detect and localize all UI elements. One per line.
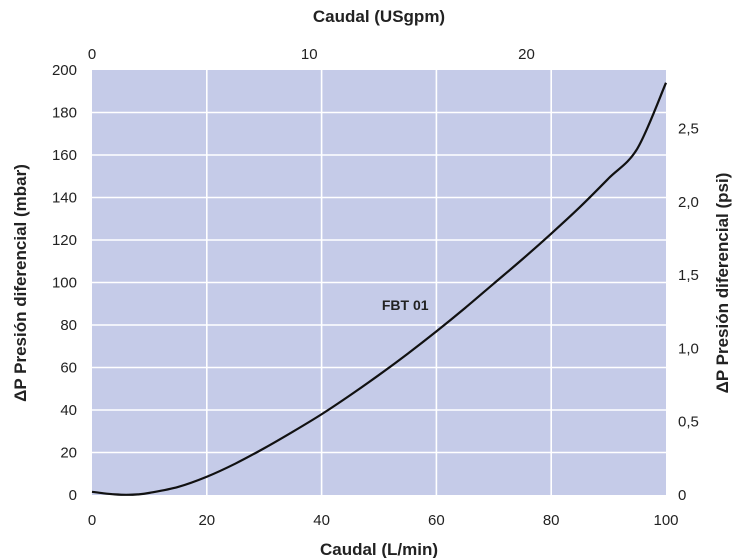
- x-top-tick-label: 20: [518, 46, 535, 63]
- y-axis-title-right: ΔP Presión diferencial (psi): [713, 173, 732, 394]
- x-top-tick-label: 10: [301, 46, 318, 63]
- y-tick-label: 160: [52, 147, 77, 164]
- x-top-tick-label: 0: [88, 46, 96, 63]
- x-tick-label: 40: [313, 512, 330, 529]
- x-tick-label: 60: [428, 512, 445, 529]
- series-line-fbt01: [91, 82, 668, 496]
- x-axis-title-top: Caudal (USgpm): [313, 7, 445, 26]
- y-tick-label: 0: [69, 487, 77, 504]
- y-tick-label: 140: [52, 190, 77, 207]
- x-tick-label: 80: [543, 512, 560, 529]
- y-right-tick-label: 0: [678, 487, 686, 504]
- y-right-tick-label: 0,5: [678, 414, 699, 431]
- y-tick-label: 180: [52, 105, 77, 122]
- y-axis-title-left: ΔP Presión diferencial (mbar): [11, 164, 30, 402]
- y-right-tick-label: 1,5: [678, 267, 699, 284]
- y-tick-label: 60: [60, 360, 77, 377]
- y-right-tick-label: 2,5: [678, 121, 699, 138]
- annotation-fbt01: FBT 01: [382, 297, 429, 313]
- y-tick-label: 20: [60, 445, 77, 462]
- grid-lines: [92, 70, 666, 495]
- x-tick-label: 100: [653, 512, 678, 529]
- x-tick-label: 0: [88, 512, 96, 529]
- y-tick-label: 100: [52, 275, 77, 292]
- y-right-tick-label: 2,0: [678, 194, 699, 211]
- x-axis-title-bottom: Caudal (L/min): [320, 540, 438, 558]
- y-tick-label: 200: [52, 62, 77, 79]
- y-tick-label: 80: [60, 317, 77, 334]
- y-right-tick-label: 1,0: [678, 340, 699, 357]
- y-tick-label: 40: [60, 402, 77, 419]
- y-tick-label: 120: [52, 232, 77, 249]
- x-tick-label: 20: [198, 512, 215, 529]
